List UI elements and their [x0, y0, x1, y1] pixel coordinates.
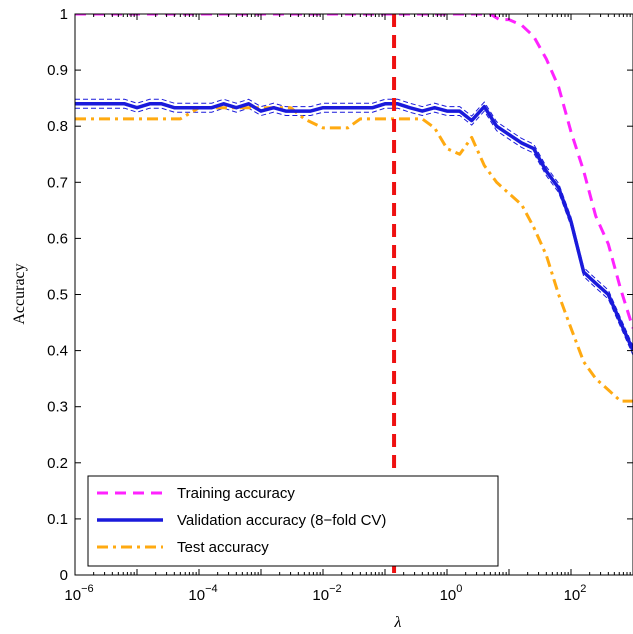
y-tick-label: 0.5: [47, 287, 68, 304]
y-axis-label: Accuracy: [11, 263, 28, 324]
validation-band-upper: [75, 98, 633, 347]
x-axis-label: λ: [394, 614, 402, 631]
x-tick-label: 10−4: [188, 583, 217, 604]
x-tick-label: 10−6: [64, 583, 93, 604]
x-tick-label: 10−2: [312, 583, 341, 604]
validation-band-lower: [75, 107, 633, 356]
y-tick-label: 0.1: [47, 511, 68, 528]
y-tick-label: 0.4: [47, 343, 68, 360]
y-tick-label: 0: [60, 567, 68, 584]
y-tick-label: 0.2: [47, 455, 68, 472]
x-tick-label: 102: [564, 583, 587, 604]
series-line-1: [75, 102, 633, 352]
legend-label-1: Validation accuracy (8−fold CV): [177, 512, 386, 529]
series-line-0: [75, 14, 633, 329]
y-tick-label: 0.7: [47, 174, 68, 191]
y-tick-label: 0.8: [47, 118, 68, 135]
y-tick-label: 0.6: [47, 230, 68, 247]
legend-label-0: Training accuracy: [177, 485, 295, 502]
y-tick-label: 0.9: [47, 62, 68, 79]
y-tick-label: 1: [60, 6, 68, 23]
y-tick-label: 0.3: [47, 399, 68, 416]
x-tick-label: 100: [440, 583, 463, 604]
legend-label-2: Test accuracy: [177, 539, 269, 556]
